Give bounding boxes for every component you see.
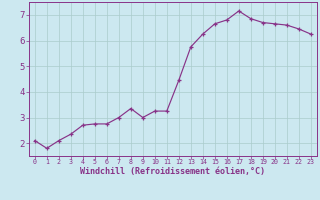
X-axis label: Windchill (Refroidissement éolien,°C): Windchill (Refroidissement éolien,°C) [80, 167, 265, 176]
